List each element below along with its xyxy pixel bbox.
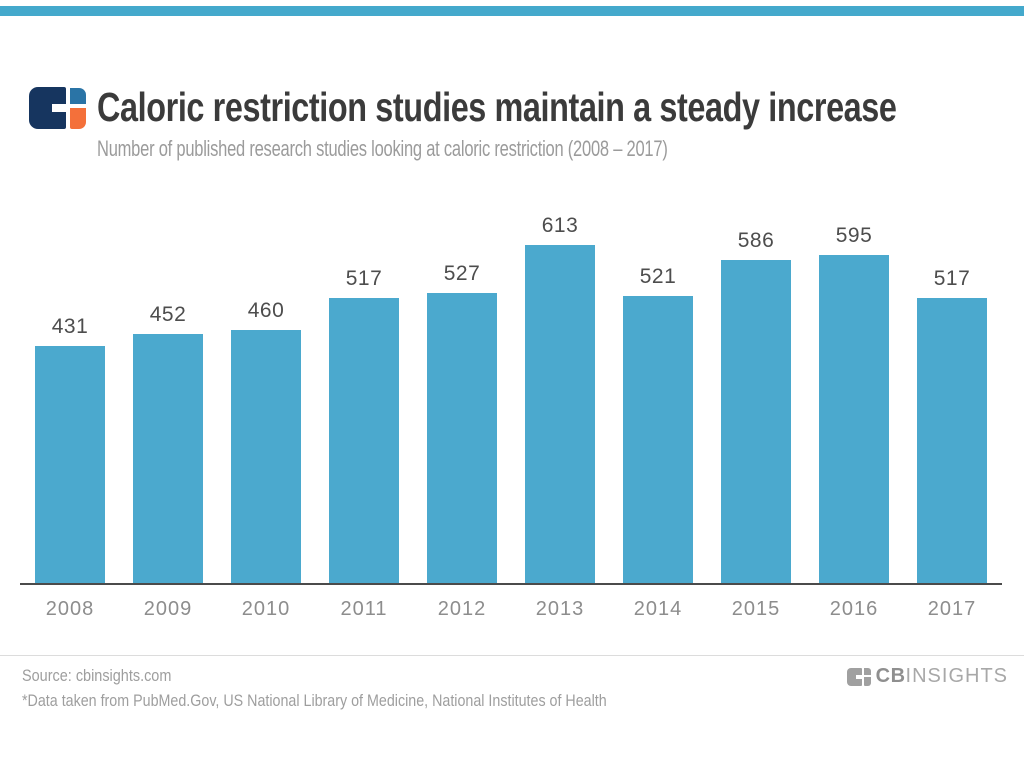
header: Caloric restriction studies maintain a s… — [29, 84, 1024, 131]
bar-group: 521 — [623, 0, 693, 585]
footnote-text: *Data taken from PubMed.Gov, US National… — [22, 691, 607, 710]
x-axis-label: 2010 — [241, 598, 291, 620]
bar-chart: 431 452 460 517 527 613 521 586 595 517 2008 2009 2… — [20, 0, 1002, 620]
brand-cb-text: CB — [875, 665, 906, 687]
bar — [329, 298, 399, 585]
bar-group: 586 — [721, 0, 791, 585]
x-axis-labels: 2008 2009 2010 2011 2012 2013 2014 2015 2016 2017 — [0, 598, 1024, 622]
bar-group: 517 — [917, 0, 987, 585]
bar — [917, 298, 987, 585]
cbinsights-logo-icon — [29, 86, 86, 129]
x-axis-label: 2014 — [633, 598, 683, 620]
logo-notch — [52, 103, 66, 112]
bar-value-label: 517 — [933, 267, 971, 290]
bar — [231, 330, 301, 585]
x-axis-label: 2008 — [45, 598, 95, 620]
logo-blue-square — [70, 87, 86, 104]
bar-value-label: 460 — [247, 299, 285, 322]
bar — [427, 293, 497, 585]
logo-c-block — [846, 667, 862, 686]
top-accent-bar — [0, 6, 1024, 16]
bar-value-label: 452 — [149, 303, 187, 326]
bar — [35, 346, 105, 585]
page-subtitle: Number of published research studies loo… — [97, 136, 668, 161]
source-text: Source: cbinsights.com — [22, 666, 172, 685]
x-axis-label: 2011 — [340, 598, 388, 620]
logo-square-top — [863, 667, 871, 675]
bar-value-label: 595 — [835, 224, 873, 247]
brand-insights-text: INSIGHTS — [905, 665, 1008, 687]
bar-group: 517 — [329, 0, 399, 585]
x-axis-label: 2015 — [731, 598, 781, 620]
bar-value-label: 527 — [443, 262, 481, 285]
footer-divider — [0, 655, 1024, 656]
bar — [525, 245, 595, 585]
bar-value-label: 613 — [541, 214, 579, 237]
bar-group: 527 — [427, 0, 497, 585]
logo-square-bottom — [863, 676, 871, 686]
x-axis-line — [20, 583, 1002, 585]
bar-group: 452 — [133, 0, 203, 585]
x-axis-label: 2012 — [437, 598, 487, 620]
bar — [721, 260, 791, 585]
x-axis-label: 2009 — [143, 598, 193, 620]
cbinsights-logo-gray-icon — [846, 667, 871, 686]
logo-orange-square — [70, 107, 86, 129]
logo-notch — [855, 674, 862, 679]
bar-value-label: 586 — [737, 229, 775, 252]
bar-group: 613 — [525, 0, 595, 585]
bar-group: 460 — [231, 0, 301, 585]
footer-brand: CB INSIGHTS — [846, 665, 1008, 688]
page-title: Caloric restriction studies maintain a s… — [97, 84, 897, 130]
bar-value-label: 521 — [639, 265, 677, 288]
bar-value-label: 431 — [51, 315, 89, 338]
bar — [623, 296, 693, 585]
bar-value-label: 517 — [345, 267, 383, 290]
x-axis-label: 2016 — [829, 598, 879, 620]
x-axis-label: 2017 — [927, 598, 977, 620]
bar-group: 595 — [819, 0, 889, 585]
bar — [133, 334, 203, 585]
bar — [819, 255, 889, 585]
bar-group: 431 — [35, 0, 105, 585]
x-axis-label: 2013 — [535, 598, 585, 620]
